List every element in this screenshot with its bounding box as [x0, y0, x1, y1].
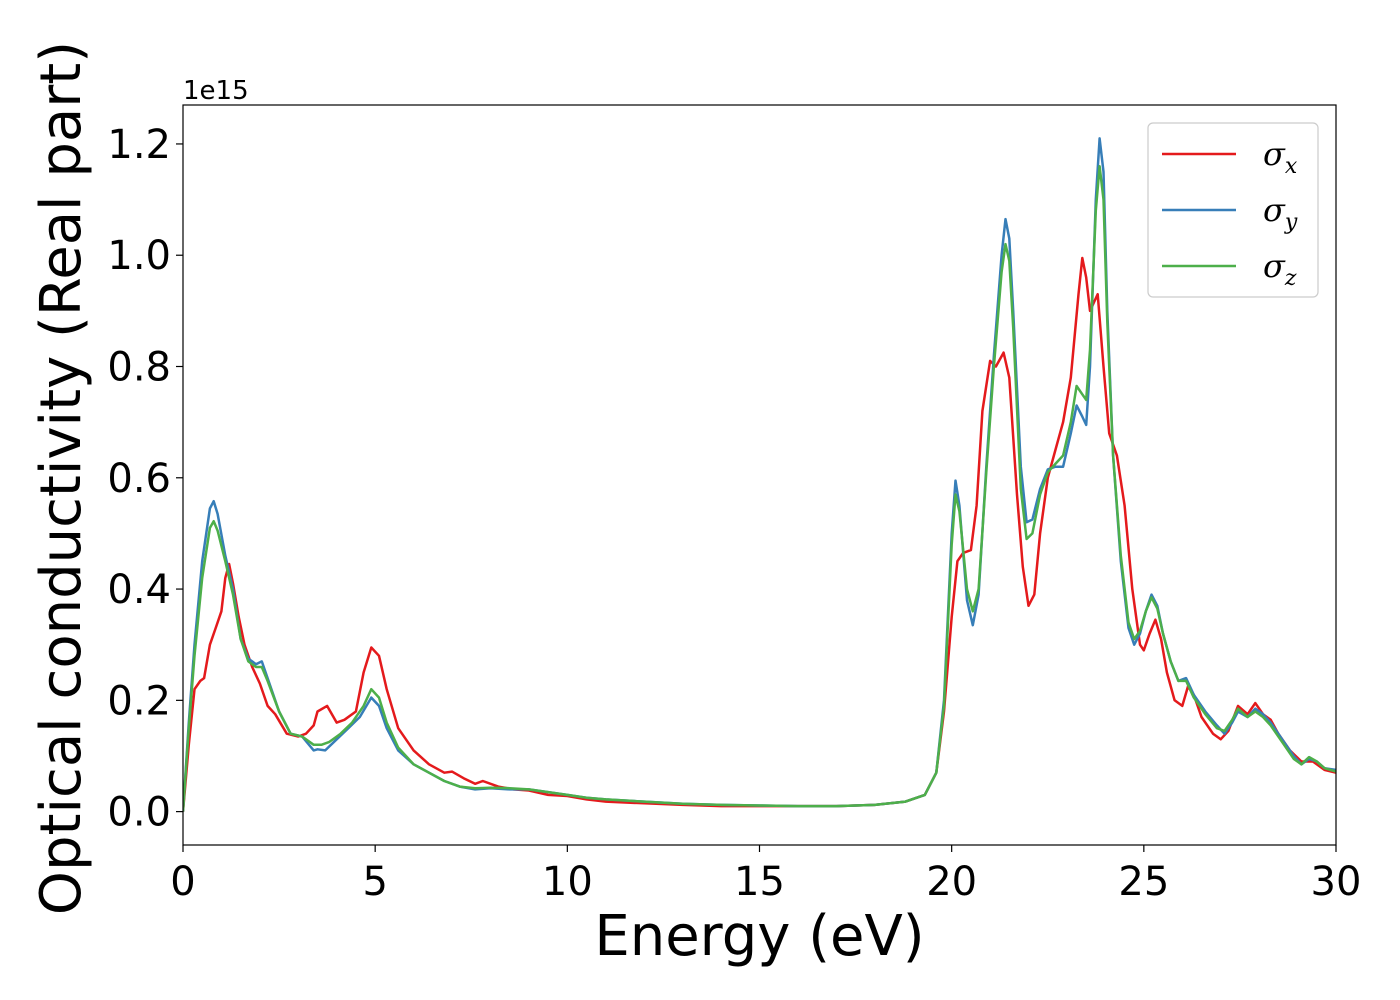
legend-label-y: σy: [1263, 191, 1298, 235]
y-offset-label: 1e15: [183, 76, 249, 106]
y-tick-label: 0.2: [107, 678, 171, 724]
legend-label-z: σz: [1263, 247, 1297, 291]
x-tick-label: 5: [362, 859, 387, 905]
x-axis: 0 5 10 15 20 25 30: [170, 845, 1361, 905]
legend: σx σy σz: [1147, 122, 1319, 298]
series-line-x: [183, 256, 1336, 812]
x-tick-label: 20: [926, 859, 977, 905]
x-tick-label: 10: [542, 859, 593, 905]
x-tick-label: 30: [1311, 859, 1362, 905]
y-axis-title: Optical conductivity (Real part): [29, 41, 94, 915]
y-axis: 0.0 0.2 0.4 0.6 0.8 1.0 1.2: [107, 122, 183, 836]
y-tick-label: 0.6: [107, 456, 171, 502]
y-tick-label: 0.4: [107, 567, 171, 613]
x-tick-label: 0: [170, 859, 195, 905]
x-axis-title: Energy (eV): [594, 904, 924, 969]
y-tick-label: 1.2: [107, 122, 171, 168]
y-tick-label: 0.0: [107, 790, 171, 836]
legend-label-x: σx: [1263, 135, 1298, 179]
y-tick-label: 1.0: [107, 233, 171, 279]
x-tick-label: 25: [1118, 859, 1169, 905]
y-tick-label: 0.8: [107, 345, 171, 391]
x-tick-label: 15: [734, 859, 785, 905]
series-line-z: [183, 164, 1336, 812]
series-layer: [183, 137, 1336, 812]
